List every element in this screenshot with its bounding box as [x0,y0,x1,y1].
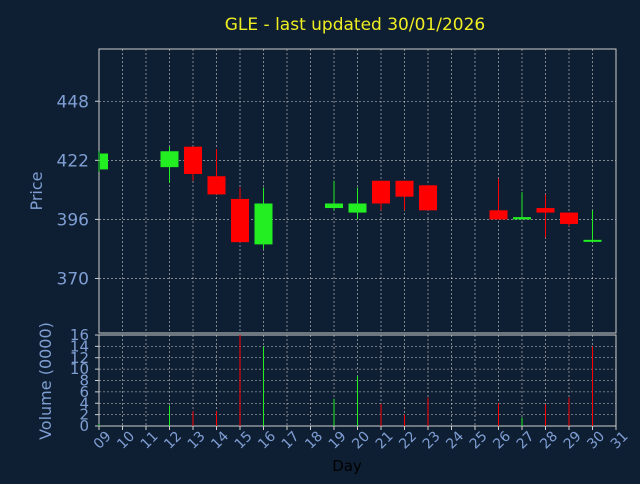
x-tick-label: 24 [443,428,467,452]
candle-body [325,203,343,209]
x-tick-label: 16 [255,428,279,452]
volume-y-tick-label: 14 [70,337,89,355]
volume-y-axis-label: Volume (0000) [36,322,55,440]
volume-y-tick-label: 16 [70,326,89,344]
x-tick-label: 09 [91,429,115,453]
price-y-tick-label: 396 [57,210,89,230]
volume-y-tick-label: 10 [70,360,89,378]
x-tick-label: 22 [396,429,420,453]
x-tick-label: 29 [561,429,585,453]
x-tick-label: 26 [490,428,514,452]
volume-y-tick-label: 6 [79,383,89,401]
x-tick-label: 15 [232,429,256,453]
candle-body [100,153,108,170]
volume-y-tick-label: 2 [79,406,89,424]
candle-body [254,203,273,245]
candle-body [583,239,602,242]
x-tick-label: 19 [326,429,350,453]
x-tick-label: 12 [161,429,185,453]
x-tick-label: 31 [608,429,632,453]
candle-body [395,180,414,197]
candle-body [489,210,508,220]
x-tick-label: 23 [420,429,444,453]
candle-body [160,151,179,168]
price-y-tick-label: 448 [57,92,89,112]
chart-title: GLE - last updated 30/01/2026 [225,15,485,35]
candle-body [513,217,531,220]
candle-body [207,176,226,195]
x-tick-label: 14 [208,428,232,452]
x-tick-label: 21 [373,429,397,453]
x-tick-label: 13 [185,429,209,453]
candle-body [184,146,202,174]
x-tick-label: 25 [467,429,491,453]
x-tick-label: 10 [114,429,138,453]
candle-body [231,198,249,243]
candle-body [372,180,390,204]
candle-body [348,203,367,213]
price-y-axis-label: Price [27,171,46,210]
x-tick-label: 28 [537,429,561,453]
x-tick-label: 18 [302,429,326,453]
volume-y-tick-label: 8 [79,372,89,390]
x-tick-label: 17 [279,429,303,453]
price-y-tick-label: 422 [57,151,89,171]
x-axis-label: Day [332,457,362,475]
volume-y-tick-label: 12 [70,349,89,367]
candle-body [419,185,437,211]
volume-y-tick-label: 0 [79,417,89,435]
x-tick-label: 11 [138,429,162,453]
candle-body [560,212,578,224]
volume-y-tick-label: 4 [79,394,89,412]
candle-body [536,208,555,213]
price-y-tick-label: 370 [57,269,89,289]
x-tick-label: 20 [349,429,373,453]
x-tick-label: 27 [514,429,538,453]
x-tick-label: 30 [584,429,608,453]
